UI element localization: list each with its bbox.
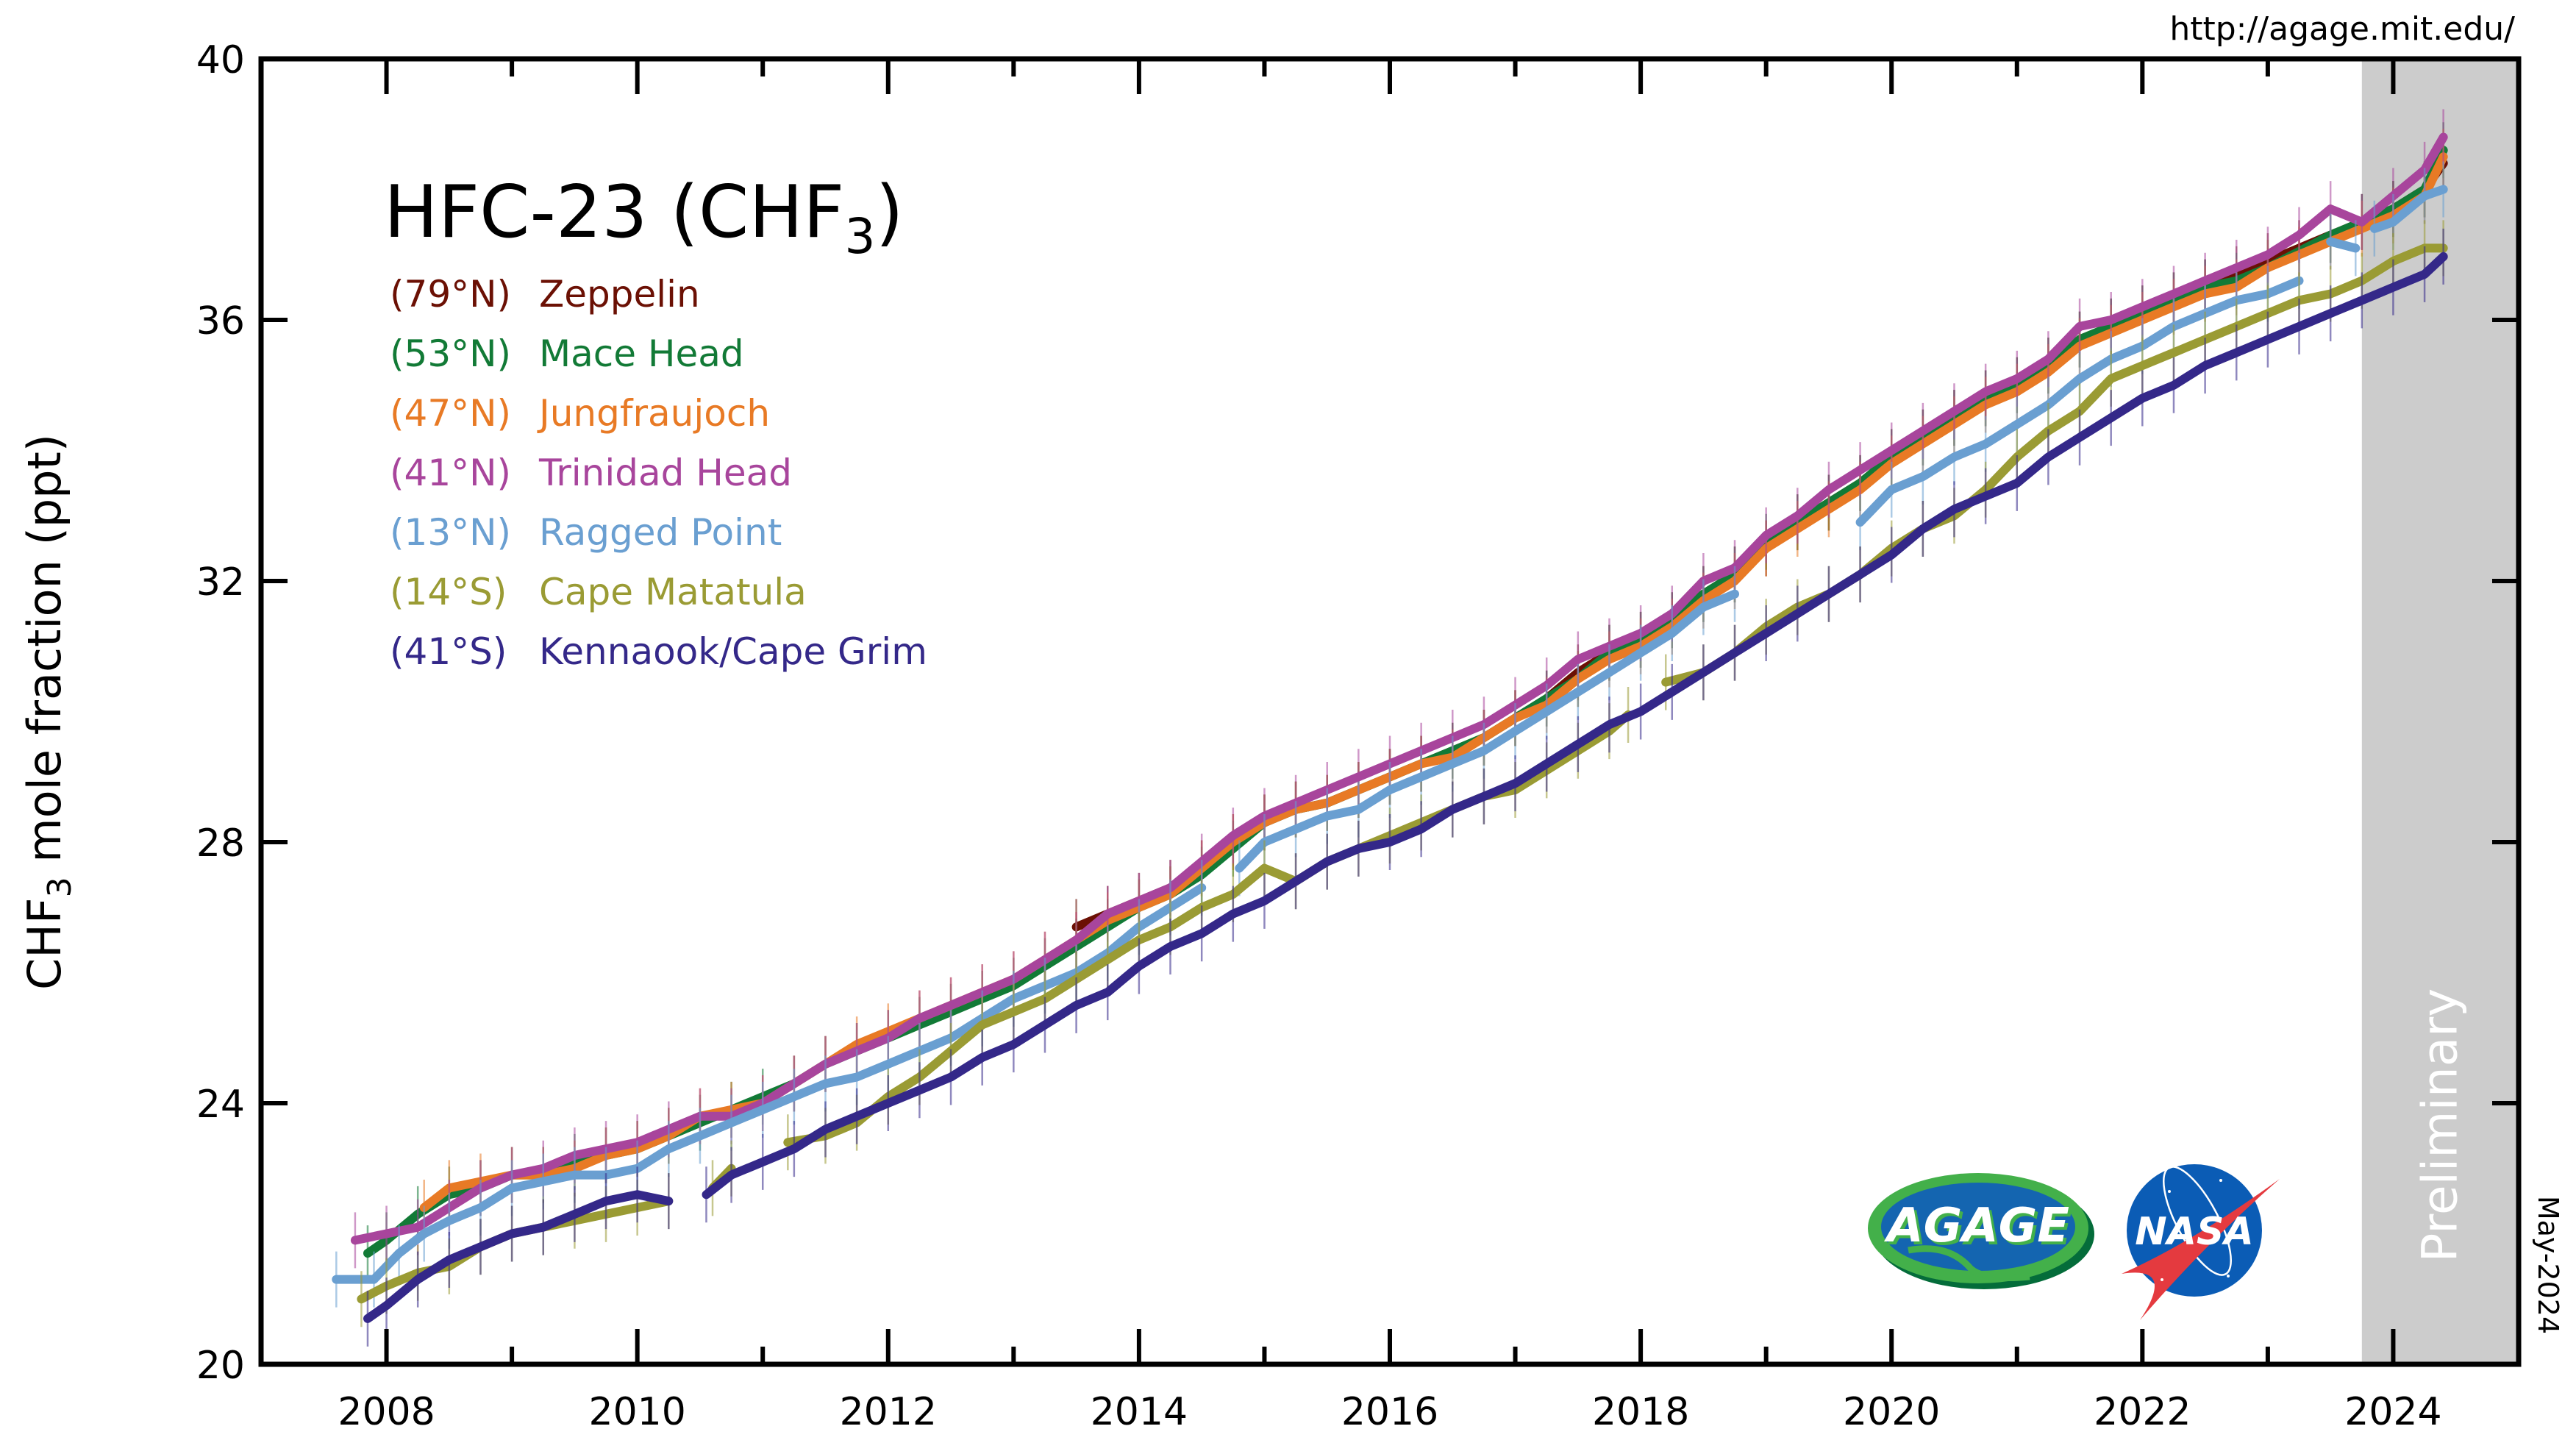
- legend-station-name: Ragged Point: [539, 511, 782, 554]
- y-axis-label-main: CHF: [18, 897, 71, 990]
- nasa-logo-text: NASA: [2135, 1210, 2253, 1254]
- series-kennaook-cape-grim: [363, 228, 2448, 1347]
- legend-latitude: (47°N): [390, 392, 511, 435]
- preliminary-region: [2361, 59, 2519, 1364]
- preliminary-label: Preliminary: [2411, 988, 2468, 1263]
- ticks-layer: [261, 57, 2519, 1366]
- legend: (79°N) Zeppelin (53°N) Mace Head (47°N) Jungf…: [390, 273, 927, 673]
- y-tick-label: 40: [196, 38, 245, 82]
- x-tick-label: 2012: [840, 1390, 937, 1434]
- y-tick-label: 20: [196, 1344, 245, 1388]
- x-tick-label: 2016: [1341, 1390, 1438, 1434]
- x-tick-label: 2010: [588, 1390, 685, 1434]
- series-layer: [332, 109, 2448, 1347]
- series-line: [332, 883, 1207, 1284]
- y-tick-label: 32: [196, 560, 245, 605]
- nasa-logo-star: [2161, 1278, 2163, 1281]
- x-tick-labels: 2008 2010 2012 2014 2016 2018 2020 2022 2024: [338, 1390, 2441, 1434]
- legend-station-name: Mace Head: [539, 332, 744, 375]
- agage-logo: AGAGE AGAGE: [1868, 1173, 2094, 1289]
- y-tick-label: 24: [196, 1083, 245, 1127]
- y-tick-label: 36: [196, 299, 245, 343]
- legend-latitude: (41°S): [390, 630, 507, 673]
- x-tick-label: 2018: [1592, 1390, 1689, 1434]
- legend-latitude: (53°N): [390, 332, 511, 375]
- series-line: [1855, 276, 2304, 527]
- legend-latitude: (79°N): [390, 273, 511, 316]
- y-axis-label-subscript: 3: [41, 877, 79, 897]
- agage-logo-text-shadow: AGAGE: [1886, 1202, 2072, 1256]
- x-tick-label: 2008: [338, 1390, 435, 1434]
- nasa-logo-star: [2227, 1275, 2230, 1277]
- x-tick-label: 2022: [2094, 1390, 2191, 1434]
- x-tick-label: 2024: [2344, 1390, 2441, 1434]
- series-line: [2369, 185, 2448, 233]
- series-line: [2326, 237, 2361, 253]
- series-line: [350, 132, 2448, 1245]
- date-stamp: May-2024: [2532, 1196, 2564, 1334]
- chart-title: HFC-23 (CHF3): [384, 171, 904, 265]
- legend-station-name: Trinidad Head: [538, 452, 792, 494]
- legend-station-name: Jungfraujoch: [537, 392, 770, 435]
- y-axis-label: CHF3 mole fraction (ppt): [18, 434, 79, 990]
- legend-station-name: Zeppelin: [539, 273, 700, 316]
- series-line: [363, 1190, 674, 1323]
- y-tick-label: 28: [196, 822, 245, 866]
- source-url: http://agage.mit.edu/: [2169, 10, 2515, 48]
- nasa-logo-vector: [2122, 1179, 2280, 1320]
- series-line: [1661, 243, 2448, 687]
- x-tick-label: 2014: [1091, 1390, 1188, 1434]
- chart-title-subscript: 3: [844, 208, 875, 265]
- legend-station-name: Kennaook/Cape Grim: [539, 630, 927, 673]
- nasa-logo: NASA: [2122, 1164, 2280, 1320]
- chart-title-main: HFC-23 (CHF: [384, 171, 844, 254]
- legend-latitude: (41°N): [390, 452, 511, 494]
- nasa-logo-star: [2219, 1179, 2222, 1182]
- legend-latitude: (13°N): [390, 511, 511, 554]
- x-tick-label: 2020: [1843, 1390, 1940, 1434]
- nasa-logo-star: [2168, 1190, 2171, 1193]
- legend-latitude: (14°S): [390, 571, 507, 613]
- agage-logo-swoosh: [1908, 1245, 2030, 1282]
- y-axis-label-rest: mole fraction (ppt): [18, 434, 71, 877]
- y-tick-labels: 20 24 28 32 36 40: [196, 38, 245, 1388]
- agage-logo-text: AGAGE: [1883, 1199, 2069, 1253]
- series-line: [702, 252, 2448, 1200]
- chart-title-close: ): [875, 171, 903, 254]
- series-line: [1235, 589, 1739, 873]
- nasa-logo-orbit: [2162, 1166, 2233, 1276]
- legend-station-name: Cape Matatula: [539, 571, 807, 613]
